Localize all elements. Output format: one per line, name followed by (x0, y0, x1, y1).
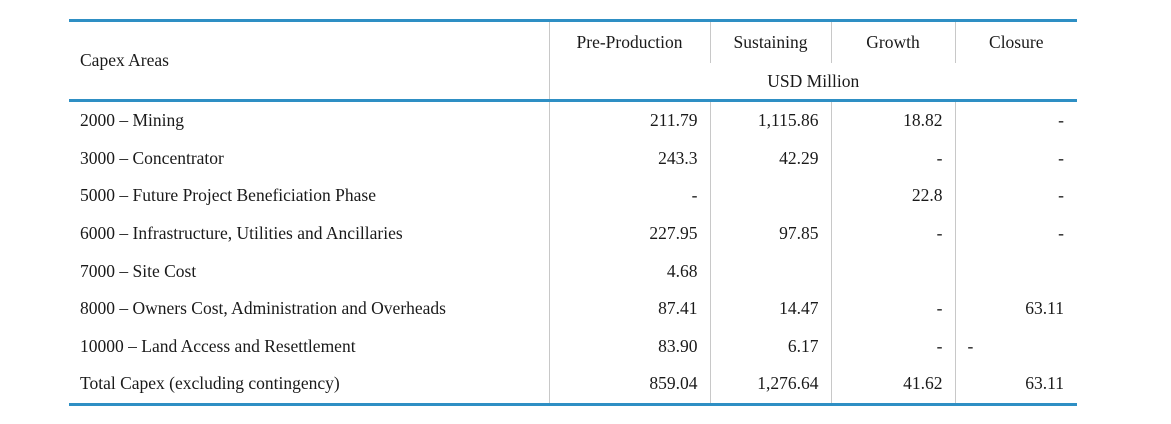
cell-pre-production: 859.04 (548, 365, 710, 405)
cell-sustaining: 1,276.64 (709, 365, 831, 405)
cell-closure: - (954, 214, 1077, 253)
cell-sustaining: 42.29 (709, 139, 831, 178)
cell-sustaining: 97.85 (709, 214, 831, 253)
table-row: 6000 – Infrastructure, Utilities and Anc… (69, 214, 1077, 253)
capex-table-container: Capex Areas Pre-Production Sustaining Gr… (69, 19, 1077, 407)
cell-growth: - (830, 327, 955, 366)
table-row: 8000 – Owners Cost, Administration and O… (69, 289, 1077, 328)
cell-capex-area: 7000 – Site Cost (80, 260, 197, 281)
cell-sustaining: 14.47 (709, 289, 831, 328)
cell-pre-production: 83.90 (548, 327, 710, 366)
bottom-rule (69, 403, 1077, 407)
cell-closure: 63.11 (954, 289, 1077, 328)
table-body: 2000 – Mining 211.79 1,115.86 18.82-3000 – … (69, 102, 1077, 405)
cell-sustaining: 1,115.86 (709, 102, 831, 140)
header-unit: USD Million (548, 63, 1077, 101)
header-closure: Closure (954, 22, 1077, 63)
cell-capex-area: 2000 – Mining (80, 110, 185, 131)
table-row: Total Capex (excluding contingency) 859.0… (69, 365, 1077, 405)
header-pre-production: Pre-Production (548, 22, 710, 63)
table-row: 7000 – Site Cost 4.68 (69, 252, 1077, 290)
cell-capex-area: Total Capex (excluding contingency) (80, 373, 340, 394)
header-rule (69, 99, 1077, 103)
table-row: 10000 – Land Access and Resettlement 83.9… (69, 327, 1077, 366)
cell-capex-area: 3000 – Concentrator (80, 147, 224, 168)
cell-closure: 63.11 (954, 365, 1077, 405)
cell-growth: - (830, 289, 955, 328)
header-capex-areas: Capex Areas (80, 50, 169, 70)
header-row: Capex Areas Pre-Production Sustaining Gr… (69, 22, 1077, 70)
table-row: 2000 – Mining 211.79 1,115.86 18.82- (69, 102, 1077, 140)
cell-closure: - (954, 177, 1077, 215)
cell-closure-left-dash: - (967, 335, 974, 356)
cell-capex-area: 8000 – Owners Cost, Administration and O… (80, 298, 446, 319)
cell-capex-area: 6000 – Infrastructure, Utilities and Anc… (80, 223, 403, 244)
cell-growth: 41.62 (830, 365, 955, 405)
header-sustaining: Sustaining (709, 22, 831, 63)
cell-pre-production: 4.68 (548, 252, 710, 290)
top-rule (69, 19, 1077, 23)
cell-growth: - (830, 139, 955, 178)
cell-closure: - (954, 102, 1077, 140)
cell-closure (954, 252, 1077, 290)
cell-sustaining (709, 177, 831, 215)
cell-growth: - (830, 214, 955, 253)
cell-capex-area: 5000 – Future Project Beneficiation Phas… (80, 185, 376, 206)
unit-row: USD Million (69, 63, 1077, 101)
cell-growth (830, 252, 955, 290)
cell-growth: 18.82 (830, 102, 955, 140)
cell-pre-production: 87.41 (548, 289, 710, 328)
header-growth: Growth (830, 22, 955, 63)
cell-growth: 22.8 (830, 177, 955, 215)
cell-pre-production: 243.3 (548, 139, 710, 178)
table-row: 5000 – Future Project Beneficiation Phas… (69, 177, 1077, 215)
cell-pre-production: 227.95 (548, 214, 710, 253)
cell-closure: - (954, 139, 1077, 178)
capex-table: Capex Areas Pre-Production Sustaining Gr… (69, 19, 1077, 407)
cell-sustaining: 6.17 (709, 327, 831, 366)
cell-pre-production: - (548, 177, 710, 215)
cell-sustaining (709, 252, 831, 290)
cell-pre-production: 211.79 (548, 102, 710, 140)
cell-closure: - (954, 327, 1077, 366)
table-row: 3000 – Concentrator 243.3 42.29- - (69, 139, 1077, 178)
cell-capex-area: 10000 – Land Access and Resettlement (80, 335, 356, 356)
